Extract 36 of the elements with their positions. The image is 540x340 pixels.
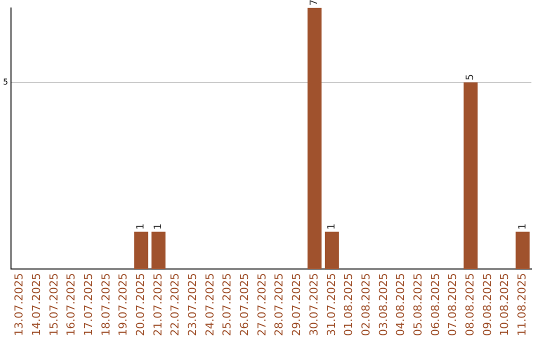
x-tick-label: 05.08.2025 [411,273,424,336]
x-tick-label: 28.07.2025 [272,273,286,336]
x-tick-label: 16.07.2025 [64,273,78,336]
data-label: 1 [326,223,338,230]
x-tick-label: 31.07.2025 [324,273,338,336]
x-tick-label: 08.08.2025 [464,273,476,336]
x-tick-label: 03.08.2025 [376,273,390,336]
x-tick-label: 15.07.2025 [47,273,60,336]
x-tick-label: 10.08.2025 [498,273,512,336]
x-tick-label: 24.07.2025 [203,273,216,336]
x-tick-label: 17.07.2025 [82,273,95,336]
data-label: 1 [136,223,147,230]
x-tick-label: 27.07.2025 [255,273,268,336]
x-tick-label: 06.08.2025 [428,273,442,336]
x-tick-label: 02.08.2025 [359,273,372,336]
data-label: 7 [309,0,320,6]
x-tick-label: 29.07.2025 [290,273,304,336]
x-tick-label: 18.07.2025 [99,273,112,336]
x-tick-label: 19.07.2025 [116,273,130,336]
x-tick-label: 20.07.2025 [134,273,148,336]
x-tick-label: 21.07.2025 [151,273,164,336]
data-label: 1 [517,223,528,230]
x-tick-label: 22.07.2025 [168,273,182,336]
x-tick-label: 04.08.2025 [394,273,408,336]
x-tick-label: 26.07.2025 [238,273,252,336]
x-tick-label: 25.07.2025 [220,273,234,336]
x-tick-label: 01.08.2025 [342,273,356,336]
x-tick-label: 11.08.2025 [516,273,529,336]
x-tick-label: 14.07.2025 [30,273,43,336]
x-tick-label: 23.07.2025 [186,273,200,336]
x-tick-label: 13.07.2025 [12,273,26,336]
x-tick-label: 09.08.2025 [480,273,494,336]
data-label: 1 [153,223,164,230]
x-tick-label: 07.08.2025 [446,273,460,336]
data-label: 5 [465,74,476,80]
x-tick-label: 30.07.2025 [307,273,320,336]
